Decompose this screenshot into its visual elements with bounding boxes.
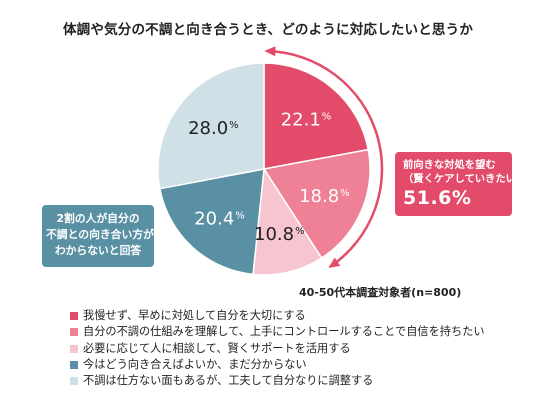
slice-labels: 22.1% 18.8% 10.8% 20.4% 28.0% (188, 109, 350, 244)
legend-swatch (70, 344, 78, 353)
pie-slice (158, 168, 265, 276)
callout-right-line1: 前向きな対処を望む (403, 159, 496, 171)
legend-label: 不調は仕方ない面もあるが、工夫して自分なりに調整する (83, 374, 374, 388)
legend-label: 必要に応じて人に相談して、賢くサポートを活用する (83, 341, 351, 355)
legend: 我慢せず、早めに対処して自分を大切にする 自分の不調の仕組みを理解して、上手にコ… (70, 308, 485, 389)
legend-label: 今はどう向き合えばよいか、まだ分からない (83, 357, 307, 371)
legend-swatch (70, 328, 78, 337)
legend-label: 自分の不調の仕組みを理解して、上手にコントロールすることで自信を持ちたい (83, 325, 485, 339)
legend-swatch (70, 312, 78, 321)
pie-slices (157, 62, 371, 276)
highlight-arc (266, 49, 384, 268)
callout-right-value: 51.6% (403, 187, 472, 209)
sample-note: 40-50代本調査対象者(n=800) (299, 286, 462, 299)
callout-right-line2: （賢くケアしていきたい） (403, 173, 527, 185)
arrowhead (264, 46, 276, 57)
positive-care-callout: 前向きな対処を望む （賢くケアしていきたい） 51.6% (395, 152, 527, 216)
arrowhead (328, 257, 341, 268)
legend-item: 今はどう向き合えばよいか、まだ分からない (70, 357, 485, 373)
legend-item: 我慢せず、早めに対処して自分を大切にする (70, 308, 485, 324)
slice-value-label: 20.4% (194, 208, 245, 229)
pie-slice (263, 62, 370, 170)
chart-title: 体調や気分の不調と向き合うとき、どのように対応したいと思うか (62, 22, 474, 38)
legend-label: 我慢せず、早めに対処して自分を大切にする (83, 309, 306, 322)
pie-slice (252, 166, 323, 276)
highlight-arc-arrow (264, 46, 384, 268)
legend-item: 必要に応じて人に相談して、賢くサポートを活用する (70, 341, 485, 357)
unsure-callout: 2割の人が自分の 不調との向き合い方が わからないと回答 (42, 205, 154, 267)
callout-left-line2: 不調との向き合い方が (46, 228, 154, 241)
legend-swatch (70, 377, 78, 386)
slice-value-label: 22.1% (281, 109, 332, 130)
legend-swatch (70, 361, 78, 370)
slice-value-label: 28.0% (188, 118, 239, 139)
callout-left-line3: わからないと回答 (54, 244, 142, 257)
slice-value-label: 10.8% (254, 224, 305, 245)
legend-item: 自分の不調の仕組みを理解して、上手にコントロールすることで自信を持ちたい (70, 324, 485, 340)
callout-left-line1: 2割の人が自分の (56, 212, 140, 225)
pie-slice (157, 62, 265, 190)
pie-slice (262, 148, 371, 260)
slice-value-label: 18.8% (299, 186, 350, 207)
legend-item: 不調は仕方ない面もあるが、工夫して自分なりに調整する (70, 373, 485, 389)
